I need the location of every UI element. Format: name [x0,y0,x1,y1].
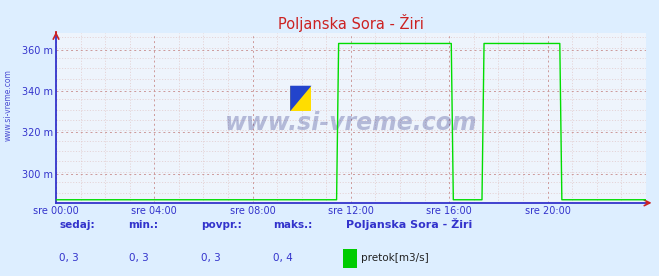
Polygon shape [290,86,312,111]
FancyBboxPatch shape [290,86,312,111]
Text: povpr.:: povpr.: [201,220,242,230]
Text: www.si-vreme.com: www.si-vreme.com [4,69,13,141]
Text: pretok[m3/s]: pretok[m3/s] [361,253,429,263]
Text: sedaj:: sedaj: [59,220,95,230]
Text: 0, 4: 0, 4 [273,253,293,263]
Text: www.si-vreme.com: www.si-vreme.com [225,111,477,135]
Text: Poljanska Sora - Žiri: Poljanska Sora - Žiri [346,218,473,230]
Text: 0, 3: 0, 3 [201,253,221,263]
Text: maks.:: maks.: [273,220,313,230]
Title: Poljanska Sora - Žiri: Poljanska Sora - Žiri [278,14,424,32]
Text: 0, 3: 0, 3 [59,253,79,263]
Text: min.:: min.: [129,220,159,230]
Text: 0, 3: 0, 3 [129,253,148,263]
